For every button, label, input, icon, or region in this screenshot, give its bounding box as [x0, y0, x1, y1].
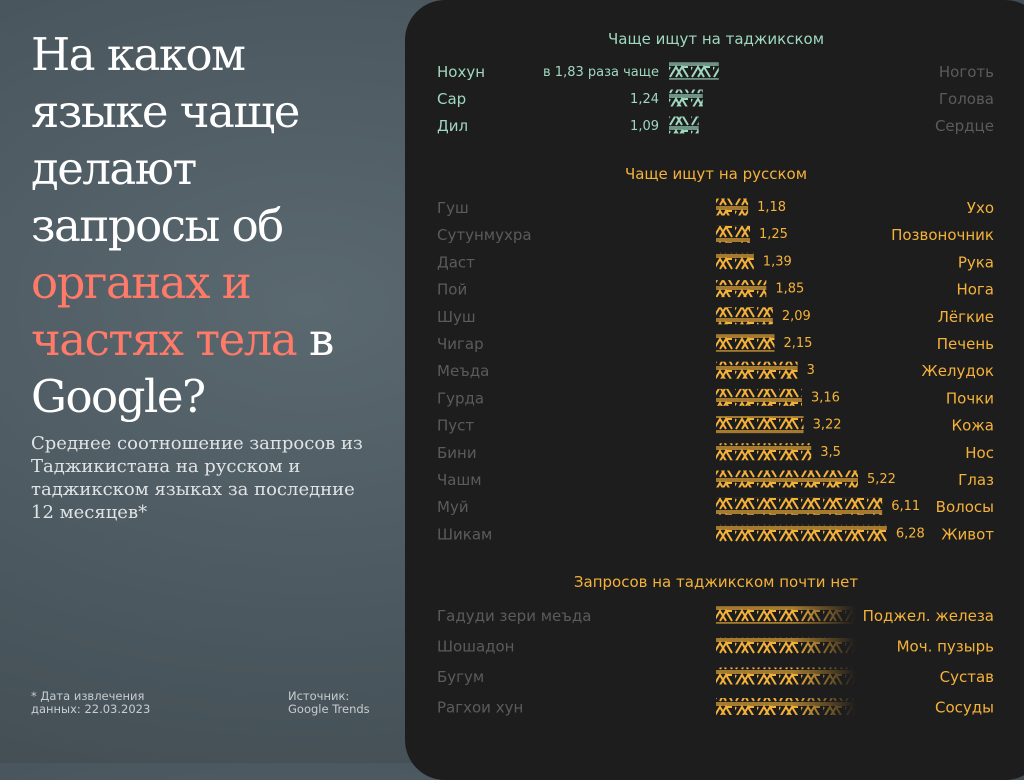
russian-word-label: Лёгкие — [938, 308, 994, 326]
source-footnote: Источник: Google Trends — [288, 689, 370, 716]
bar-russian — [716, 416, 804, 434]
russian-word-label: Сердце — [935, 117, 994, 135]
headline-part1: На каком языке чаще делают запросы об — [31, 28, 300, 252]
bar-russian — [716, 307, 773, 325]
value-label: 2,09 — [782, 309, 811, 324]
value-label: 1,85 — [775, 282, 804, 297]
tajik-word-label: Дил — [437, 117, 468, 135]
bar-russian — [716, 334, 775, 352]
bar-russian — [716, 361, 798, 379]
value-label: в 1,83 раза чаще — [543, 65, 659, 80]
bar-fading — [716, 667, 856, 685]
tajik-word-label: Муй — [437, 498, 469, 516]
russian-word-label: Нога — [956, 281, 994, 299]
headline: На каком языке чаще делают запросы об ор… — [31, 26, 391, 425]
bar-tajik — [669, 116, 699, 134]
date-footnote: * Дата извлечения данных: 22.03.2023 — [31, 689, 151, 716]
russian-word-label: Рука — [958, 253, 994, 271]
russian-word-label: Кожа — [951, 417, 994, 435]
tajik-word-label: Даст — [437, 253, 475, 271]
russian-word-label: Волосы — [936, 498, 994, 516]
value-label: 1,24 — [630, 92, 659, 107]
russian-word-label: Ноготь — [939, 63, 994, 81]
russian-word-label: Моч. пузырь — [897, 638, 994, 656]
value-label: 1,39 — [763, 254, 792, 269]
russian-word-label: Голова — [939, 90, 994, 108]
value-label: 1,09 — [630, 119, 659, 134]
bar-russian — [716, 225, 750, 243]
russian-word-label: Печень — [937, 335, 994, 353]
tajik-word-label: Гурда — [437, 389, 484, 407]
value-label: 6,28 — [896, 526, 925, 541]
value-label: 3 — [807, 363, 815, 378]
russian-word-label: Глаз — [958, 471, 994, 489]
value-label: 3,16 — [811, 390, 840, 405]
tajik-word-label: Чигар — [437, 335, 484, 353]
value-label: 1,25 — [759, 227, 788, 242]
bar-tajik — [669, 62, 719, 80]
section-title-tajik: Чаще ищут на таджикском — [608, 30, 824, 48]
tajik-word-label: Нохун — [437, 63, 485, 81]
value-label: 1,18 — [757, 200, 786, 215]
tajik-word-label: Пуст — [437, 417, 474, 435]
headline-part2: в Google? — [31, 313, 334, 423]
bar-russian — [716, 470, 858, 488]
bar-russian — [716, 252, 754, 270]
value-label: 3,22 — [813, 418, 842, 433]
bar-fading — [716, 606, 856, 624]
tajik-word-label: Рагхои хун — [437, 699, 523, 717]
tajik-word-label: Гадуди зери меъда — [437, 607, 591, 625]
tajik-word-label: Бугум — [437, 668, 484, 686]
russian-word-label: Желудок — [922, 362, 994, 380]
headline-highlight: органах и частях тела — [31, 256, 298, 366]
russian-word-label: Сустав — [940, 668, 994, 686]
russian-word-label: Почки — [946, 389, 994, 407]
russian-word-label: Живот — [941, 525, 994, 543]
russian-word-label: Ухо — [967, 199, 994, 217]
tajik-word-label: Чашм — [437, 471, 482, 489]
left-panel: На каком языке чаще делают запросы об ор… — [0, 0, 405, 763]
tajik-word-label: Шикам — [437, 525, 492, 543]
section-title-russian: Чаще ищут на русском — [625, 165, 807, 183]
russian-word-label: Позвоночник — [891, 226, 994, 244]
section-title-none: Запросов на таджикском почти нет — [574, 573, 858, 591]
russian-word-label: Сосуды — [935, 699, 994, 717]
russian-word-label: Нос — [965, 444, 994, 462]
tajik-word-label: Гуш — [437, 199, 469, 217]
tajik-word-label: Шуш — [437, 308, 476, 326]
tajik-word-label: Бини — [437, 444, 477, 462]
bar-russian — [716, 497, 883, 515]
tajik-word-label: Сутунмухра — [437, 226, 532, 244]
bar-russian — [716, 388, 802, 406]
tajik-word-label: Сар — [437, 90, 466, 108]
bar-russian — [716, 198, 749, 216]
bar-russian — [716, 443, 812, 461]
value-label: 2,15 — [783, 336, 812, 351]
value-label: 6,11 — [891, 499, 920, 514]
subtitle: Среднее соотношение запросов из Таджикис… — [31, 433, 363, 523]
russian-word-label: Поджел. железа — [863, 607, 994, 625]
ratio-chart: Чаще ищут на таджикском Нохун Ноготь в 1,83… — [437, 30, 994, 717]
tajik-word-label: Меъда — [437, 362, 489, 380]
value-label: 5,22 — [867, 472, 896, 487]
bar-russian — [716, 280, 767, 298]
bar-fading — [716, 637, 856, 654]
chart-panel: Чаще ищут на таджикском Нохун Ноготь в 1,83… — [405, 0, 1024, 780]
value-label: 3,5 — [820, 445, 841, 460]
bar-tajik — [669, 89, 703, 107]
tajik-word-label: Пой — [437, 281, 467, 299]
tajik-word-label: Шошадон — [437, 638, 515, 656]
bar-russian — [716, 524, 887, 542]
bar-fading — [716, 698, 856, 715]
